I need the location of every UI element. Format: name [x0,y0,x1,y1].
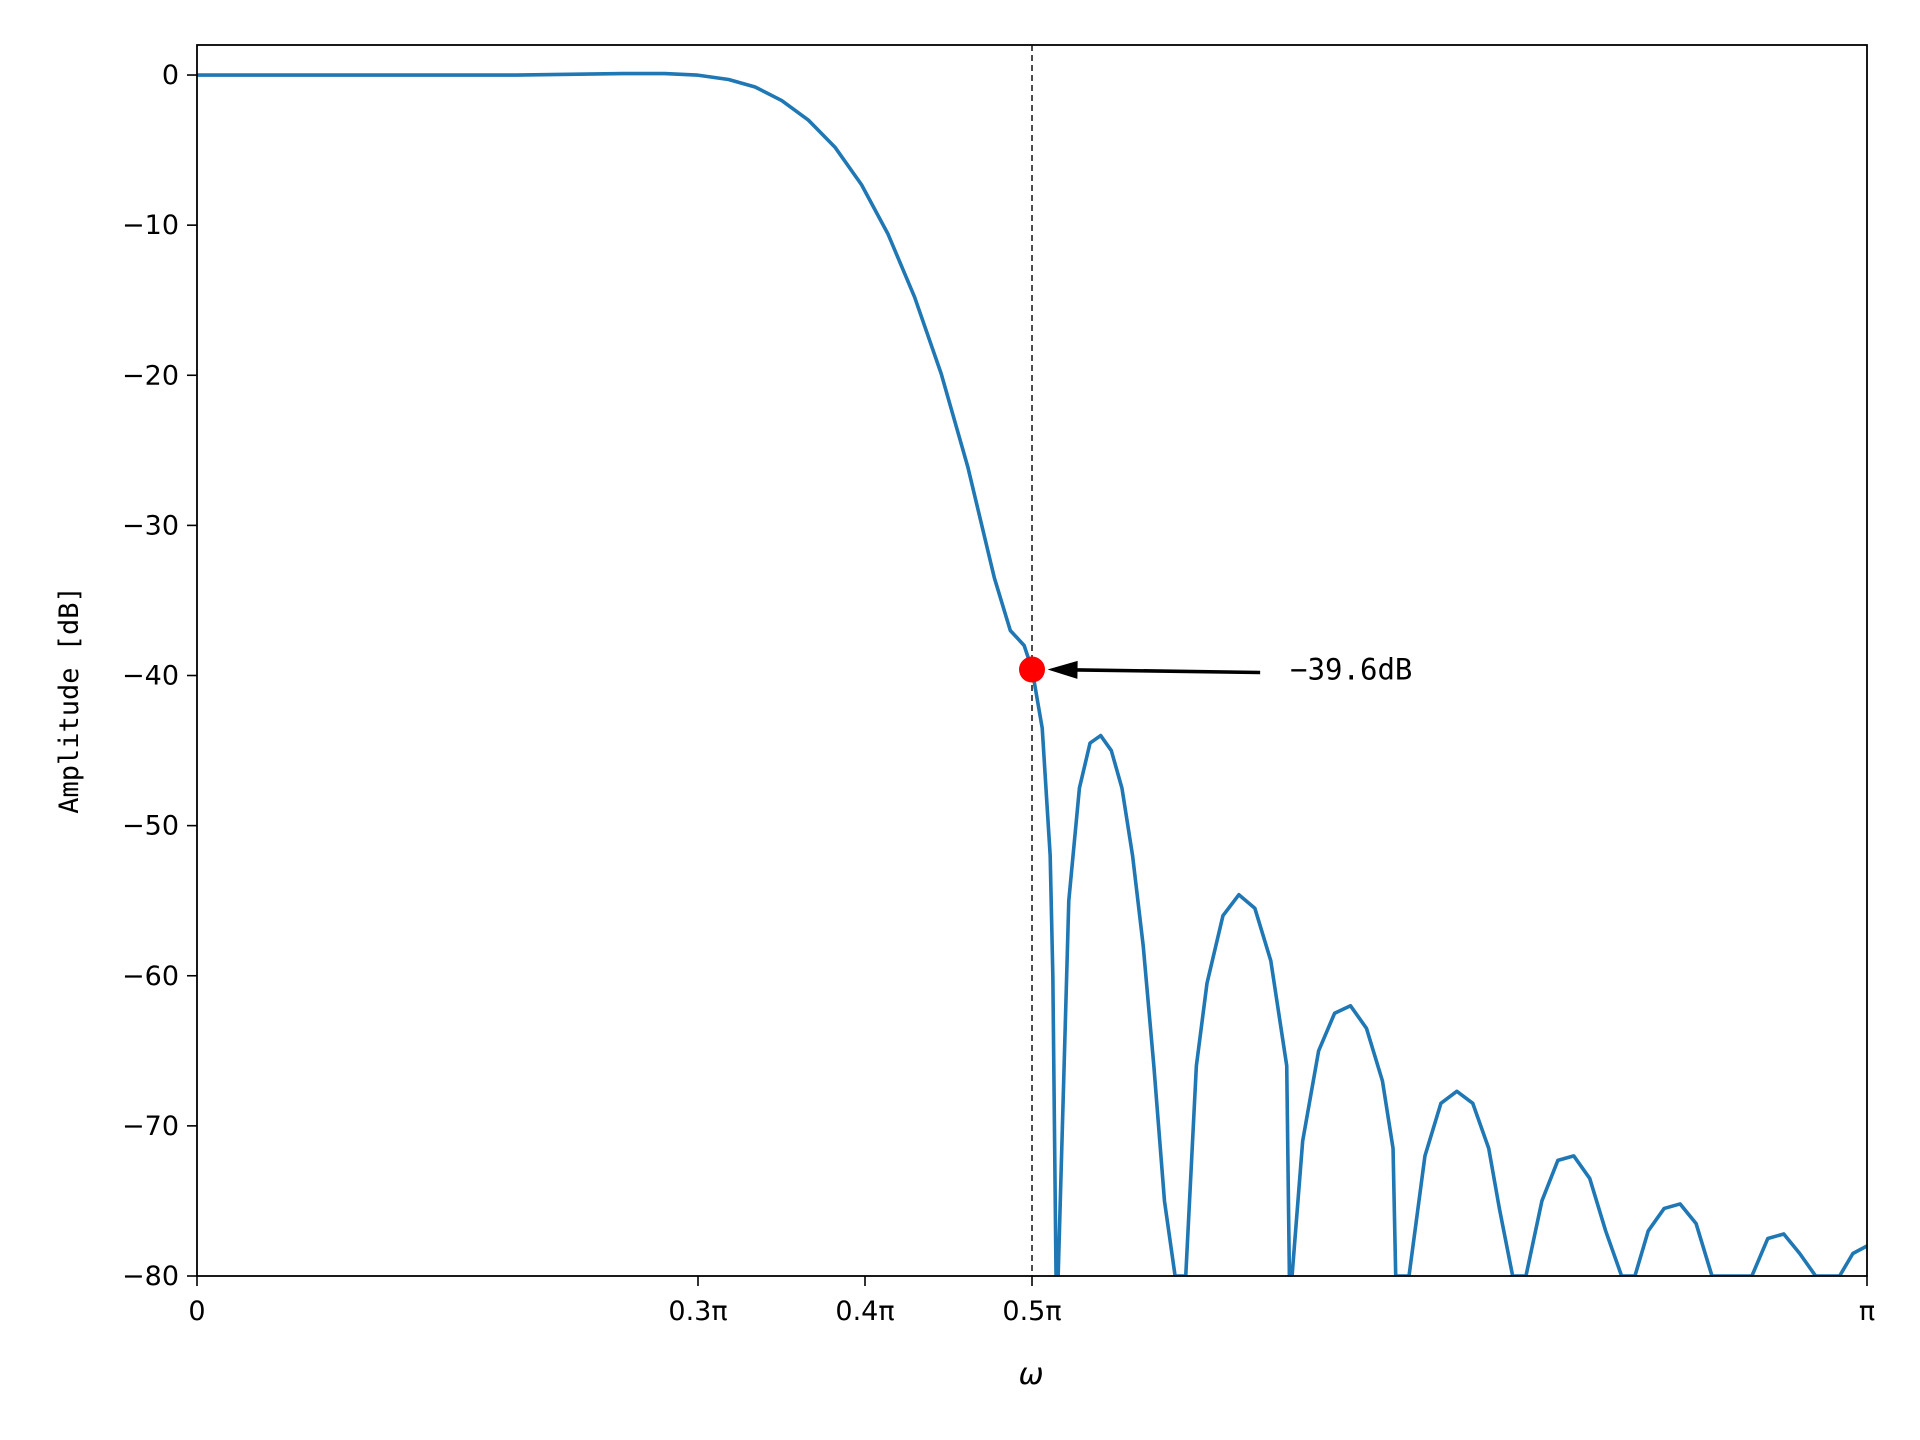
annotation-group: −39.6dB [1047,653,1412,687]
series-line-0 [197,71,1867,1276]
y-tick-label-7: −70 [122,1111,179,1142]
y-tick-label-1: −10 [122,210,179,241]
x-tick-label-3: 0.5π [1002,1296,1061,1327]
x-tick-label-2: 0.4π [835,1296,894,1327]
y-tick-label-6: −60 [122,961,179,992]
y-tick-label-3: −30 [122,510,179,541]
y-tick-label-0: 0 [162,60,179,91]
annotation-label: −39.6dB [1290,653,1412,687]
highlight-marker [1019,656,1046,683]
y-tick-label-4: −40 [122,661,179,692]
x-tick-label-4: π [1859,1296,1875,1327]
axes: 0 0.3π 0.4π 0.5π π 0 −10 −20 −30 −40 −50 −60 −70 −80 [122,44,1875,1327]
x-axis-title: ω [1018,1357,1043,1392]
annotation-arrow-shaft [1077,668,1261,675]
y-tick-label-5: −50 [122,811,179,842]
y-tick-label-8: −80 [122,1261,179,1292]
y-tick-label-2: −20 [122,360,179,391]
x-tick-label-1: 0.3π [668,1296,727,1327]
plot-area [197,45,1867,1276]
y-axis-title: Amplitude [dB] [54,586,85,814]
x-tick-label-0: 0 [188,1296,205,1327]
annotation-arrow-head [1047,660,1078,679]
